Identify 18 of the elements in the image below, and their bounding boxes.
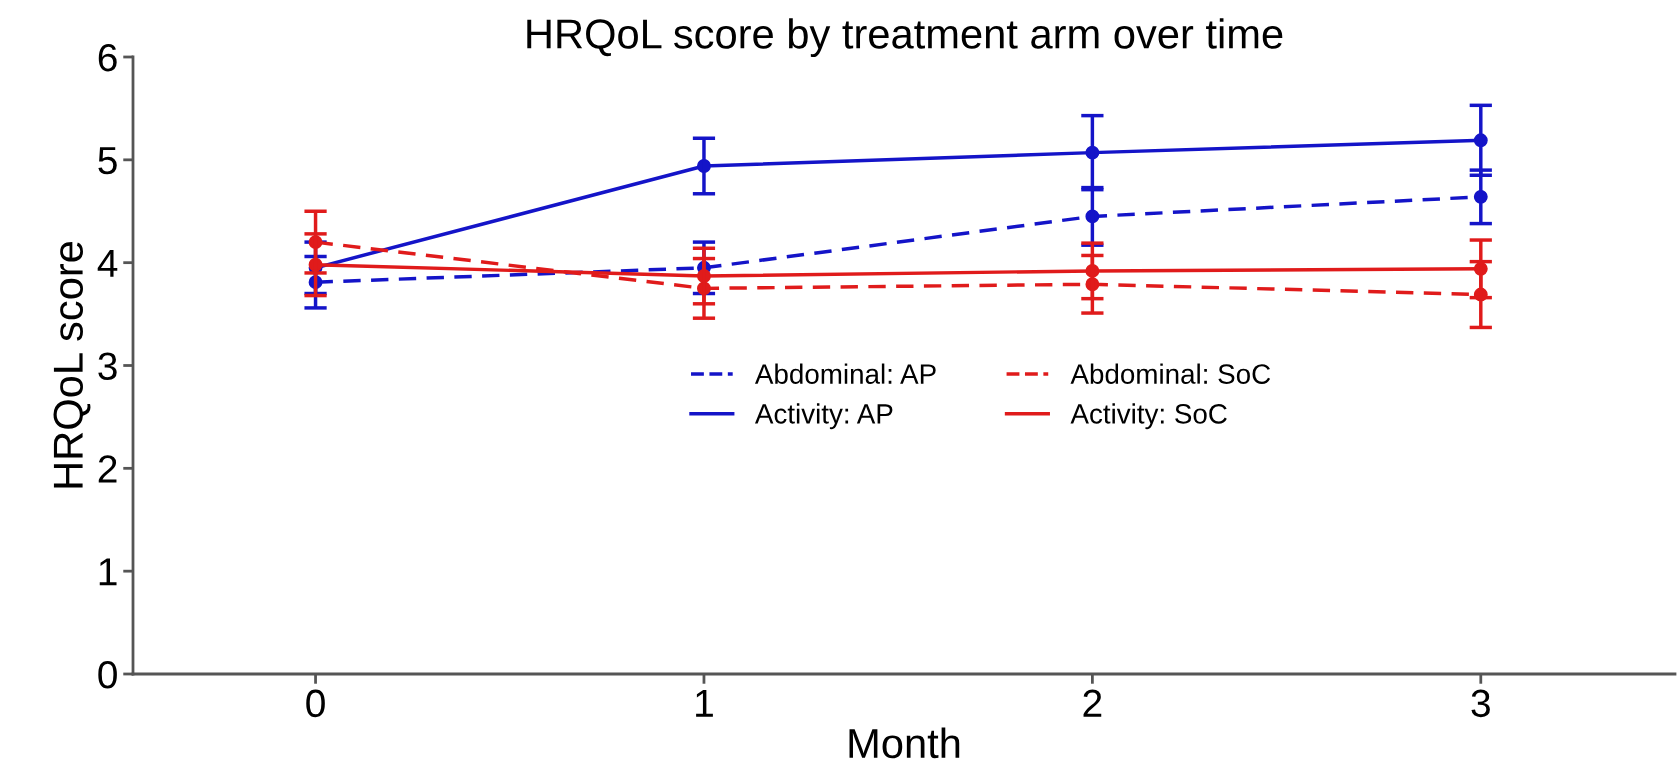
x-tick-label: 3	[1471, 689, 1490, 718]
x-tick-label: 2	[1083, 689, 1102, 717]
y-tick-label: 5	[98, 147, 117, 175]
x-tick-label: 1	[696, 690, 713, 717]
chart-title: HRQoL score by treatment arm over time	[527, 18, 1283, 57]
y-axis-title: HRQoL score	[53, 241, 91, 488]
legend-label: Abdominal: AP	[754, 363, 936, 384]
x-tick-label: 0	[306, 689, 325, 718]
legend-label: Activity: AP	[754, 403, 893, 430]
x-axis-title: Month	[849, 727, 960, 759]
y-tick-label: 6	[98, 43, 117, 72]
y-tick-label: 0	[98, 660, 117, 689]
y-tick-label: 2	[98, 455, 117, 483]
legend-label: Abdominal: SoC	[1070, 363, 1271, 384]
y-tick-label: 4	[97, 250, 118, 277]
y-tick-label: 3	[98, 352, 117, 380]
legend-label: Activity: SoC	[1070, 403, 1227, 430]
y-tick-label: 1	[99, 558, 117, 586]
